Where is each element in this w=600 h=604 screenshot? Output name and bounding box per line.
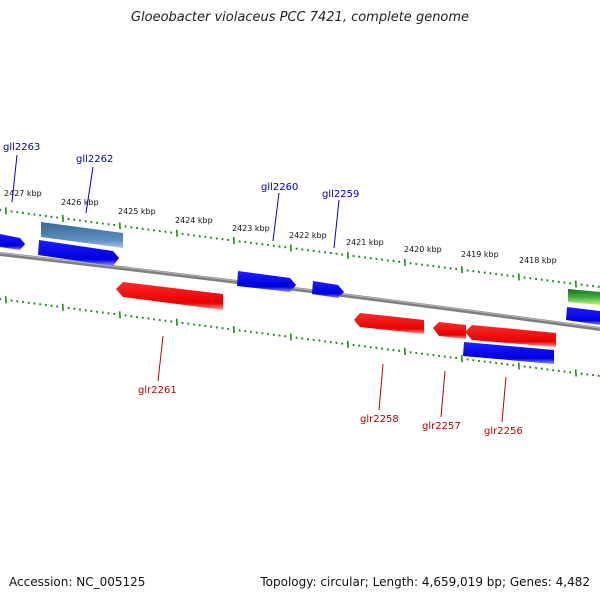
kbp-label: 2424 kbp [175,216,213,225]
rna-gene-block[interactable] [568,289,600,305]
gene-label-glr2261[interactable]: glr2261 [138,385,177,396]
kbp-label: 2421 kbp [346,238,384,247]
gene-glr2257-arrow[interactable] [433,322,466,339]
gene-label-group: gll2263 gll2262 gll2260 gll2259 glr2261 … [3,142,523,437]
kbp-label: 2418 kbp [519,256,557,265]
genome-summary-text: Topology: circular; Length: 4,659,019 bp… [260,575,590,589]
gene-glr2258-arrow[interactable] [354,313,424,334]
accession-text: Accession: NC_005125 [9,575,145,589]
outer-tick-track [0,207,599,287]
gene-leader-lines [12,155,506,422]
gene-label-glr2257[interactable]: glr2257 [422,421,461,432]
gene-gll2260-arrow[interactable] [237,271,296,292]
forward-gene-arrow[interactable] [566,307,600,325]
gene-label-gll2263[interactable]: gll2263 [3,142,40,153]
gene-label-gll2259[interactable]: gll2259 [322,189,359,200]
gene-glr2261-arrow[interactable] [116,282,223,310]
gene-label-glr2256[interactable]: glr2256 [484,426,523,437]
leader-line [273,193,279,241]
kbp-label: 2425 kbp [118,207,156,216]
gene-gll2259-arrow[interactable] [312,281,344,298]
leader-line [379,364,383,410]
map-title: Gloeobacter violaceus PCC 7421, complete… [0,10,600,25]
gene-label-glr2258[interactable]: glr2258 [360,414,399,425]
gene-label-gll2262[interactable]: gll2262 [76,154,113,165]
kbp-label: 2420 kbp [404,245,442,254]
forward-gene-arrow[interactable] [0,234,25,250]
gene-label-gll2260[interactable]: gll2260 [261,182,298,193]
kbp-label: 2423 kbp [232,224,270,233]
kbp-label: 2422 kbp [289,231,327,240]
kbp-label: 2426 kbp [61,198,99,207]
kbp-label: 2427 kbp [4,189,42,198]
leader-line [441,371,445,417]
kbp-label: 2419 kbp [461,250,499,259]
leader-line [158,336,163,381]
leader-line [502,377,506,422]
leader-line [334,200,339,248]
genome-axis [0,254,600,329]
